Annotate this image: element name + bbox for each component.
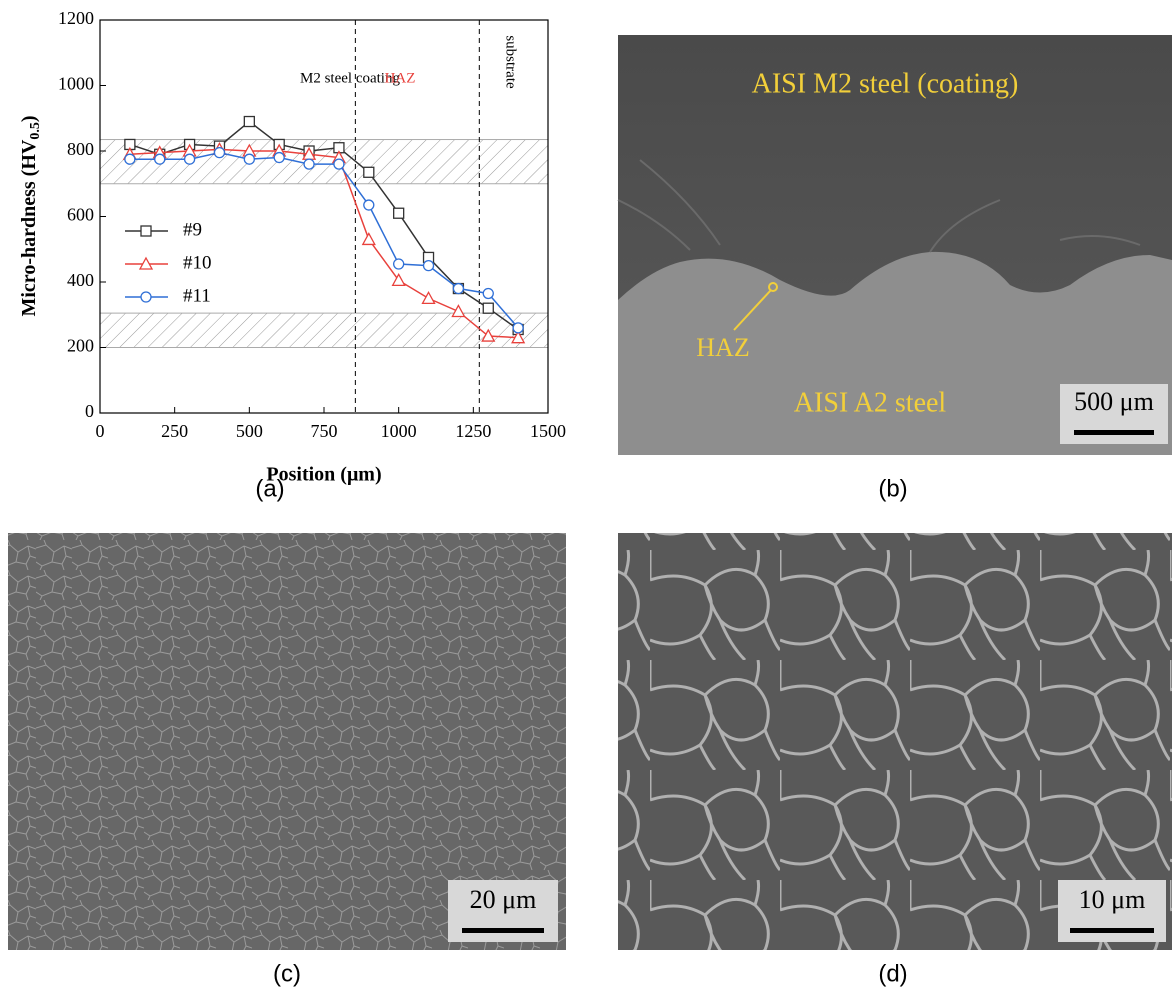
reference-band	[100, 140, 548, 184]
y-axis-label-part: Micro-hardness (HV	[18, 139, 40, 316]
marker	[513, 323, 523, 333]
overlay-label: AISI A2 steel	[794, 387, 947, 418]
x-tick-label: 750	[311, 421, 338, 441]
x-tick-label: 0	[96, 421, 105, 441]
x-tick-label: 500	[236, 421, 263, 441]
y-tick-label: 1200	[58, 8, 94, 28]
marker	[185, 154, 195, 164]
marker	[274, 153, 284, 163]
y-tick-label: 1000	[58, 74, 94, 94]
y-axis-label: Micro-hardness (HV0.5)	[18, 115, 44, 316]
y-tick-label: 800	[67, 139, 94, 159]
x-tick-label: 1500	[530, 421, 566, 441]
micrograph-panel: AISI M2 steel (coating) HAZ AISI A2 stee…	[618, 35, 1172, 502]
page: M2 steel coating HAZ substrate Position …	[0, 0, 1172, 994]
scale-label: 10 μm	[1079, 885, 1146, 914]
marker	[244, 154, 254, 164]
marker	[452, 305, 464, 316]
marker	[214, 148, 224, 158]
scale-bar	[1074, 430, 1154, 435]
y-axis-label-sub: 0.5	[28, 122, 43, 140]
legend-label: #10	[183, 252, 212, 273]
y-axis-label-part: )	[18, 115, 40, 122]
marker	[423, 292, 435, 303]
y-tick-label: 400	[67, 270, 94, 290]
overlay-label: HAZ	[696, 333, 749, 362]
marker	[155, 154, 165, 164]
y-tick-label: 0	[85, 401, 94, 421]
legend-label: #11	[183, 285, 211, 306]
x-tick-label: 250	[161, 421, 188, 441]
marker	[141, 292, 151, 302]
marker	[394, 208, 404, 218]
micrograph-panel: 20 μm (c)	[8, 533, 566, 987]
marker	[364, 167, 374, 177]
x-tick-label: 1250	[455, 421, 491, 441]
region-label: HAZ	[385, 70, 416, 86]
chart-panel: M2 steel coating HAZ substrate Position …	[18, 8, 566, 502]
region-label: substrate	[503, 35, 519, 89]
x-tick-label: 1000	[381, 421, 417, 441]
marker	[424, 261, 434, 271]
caption: (d)	[878, 960, 907, 987]
caption: (c)	[273, 960, 301, 987]
marker	[364, 200, 374, 210]
caption: (b)	[878, 475, 907, 502]
scale-label: 20 μm	[470, 885, 537, 914]
y-tick-label: 200	[67, 336, 94, 356]
marker	[125, 154, 135, 164]
marker	[304, 159, 314, 169]
scale-bar	[462, 928, 544, 933]
y-tick-label: 600	[67, 205, 94, 225]
marker	[453, 284, 463, 294]
marker	[363, 233, 375, 244]
marker	[483, 288, 493, 298]
scale-label: 500 μm	[1074, 387, 1154, 416]
marker	[334, 159, 344, 169]
marker	[141, 226, 151, 236]
marker	[394, 259, 404, 269]
legend-label: #9	[183, 219, 202, 240]
micrograph-panel: 10 μm (d)	[618, 533, 1172, 987]
overlay-label: AISI M2 steel (coating)	[752, 68, 1019, 99]
figure: M2 steel coating HAZ substrate Position …	[0, 0, 1172, 994]
marker	[393, 274, 405, 285]
scale-bar	[1070, 928, 1154, 933]
marker	[483, 303, 493, 313]
marker	[244, 117, 254, 127]
caption: (a)	[255, 475, 284, 502]
